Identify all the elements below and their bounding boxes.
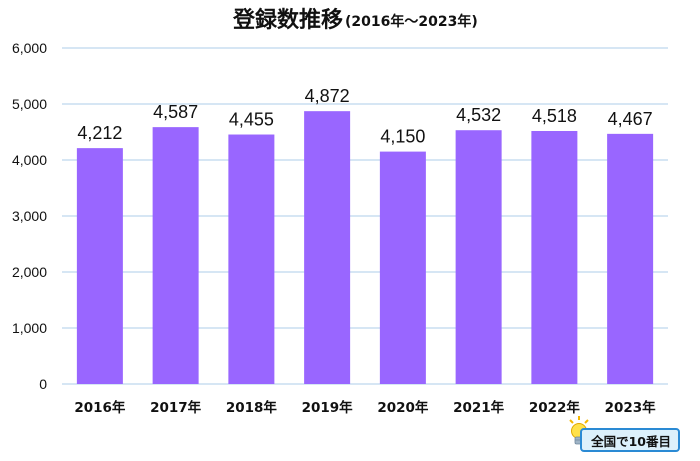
bar bbox=[228, 134, 275, 384]
bar bbox=[531, 130, 578, 384]
data-labels: 4,212 4,587 4,455 4,872 4,150 4,532 4,518 4,467 bbox=[77, 86, 652, 146]
y-tick-label: 1,000 bbox=[12, 320, 47, 336]
y-tick-label: 3,000 bbox=[12, 208, 47, 224]
chart-title: 登録数推移 bbox=[232, 7, 343, 33]
x-tick-label: 2022年 bbox=[529, 399, 581, 416]
x-tick-label: 2019年 bbox=[302, 399, 354, 416]
y-tick-label: 2,000 bbox=[12, 264, 47, 280]
x-tick-label: 2016年 bbox=[74, 399, 126, 416]
bar bbox=[304, 111, 351, 384]
y-tick-label: 6,000 bbox=[12, 40, 47, 56]
data-label: 4,587 bbox=[153, 102, 198, 122]
x-tick-label: 2020年 bbox=[377, 399, 429, 416]
y-tick-label: 4,000 bbox=[12, 152, 47, 168]
x-tick-label: 2018年 bbox=[226, 399, 278, 416]
x-tick-label: 2017年 bbox=[150, 399, 202, 416]
data-label: 4,150 bbox=[380, 127, 425, 147]
data-label: 4,518 bbox=[532, 106, 577, 126]
rank-badge-text: 全国で10番目 bbox=[591, 433, 671, 449]
bars bbox=[76, 111, 654, 385]
bar bbox=[455, 130, 502, 384]
x-tick-label: 2023年 bbox=[605, 399, 657, 416]
y-tick-label: 0 bbox=[39, 376, 47, 392]
x-axis-ticks: 2016年 2017年 2018年 2019年 2020年 2021年 2022年 2023年 bbox=[74, 399, 656, 416]
rank-badge: 全国で10番目 bbox=[580, 428, 680, 452]
bar bbox=[76, 148, 123, 384]
data-label: 4,532 bbox=[456, 105, 501, 125]
data-label: 4,467 bbox=[608, 109, 653, 129]
data-label: 4,212 bbox=[77, 123, 122, 143]
y-tick-label: 5,000 bbox=[12, 96, 47, 112]
bar bbox=[152, 127, 199, 385]
chart-subtitle: (2016年～2023年) bbox=[345, 13, 478, 30]
bar bbox=[379, 151, 426, 384]
data-label: 4,872 bbox=[305, 86, 350, 106]
data-label: 4,455 bbox=[229, 110, 274, 130]
x-tick-label: 2021年 bbox=[453, 399, 505, 416]
y-axis-ticks: 0 1,000 2,000 3,000 4,000 5,000 6,000 bbox=[12, 40, 47, 392]
bar bbox=[607, 133, 654, 384]
